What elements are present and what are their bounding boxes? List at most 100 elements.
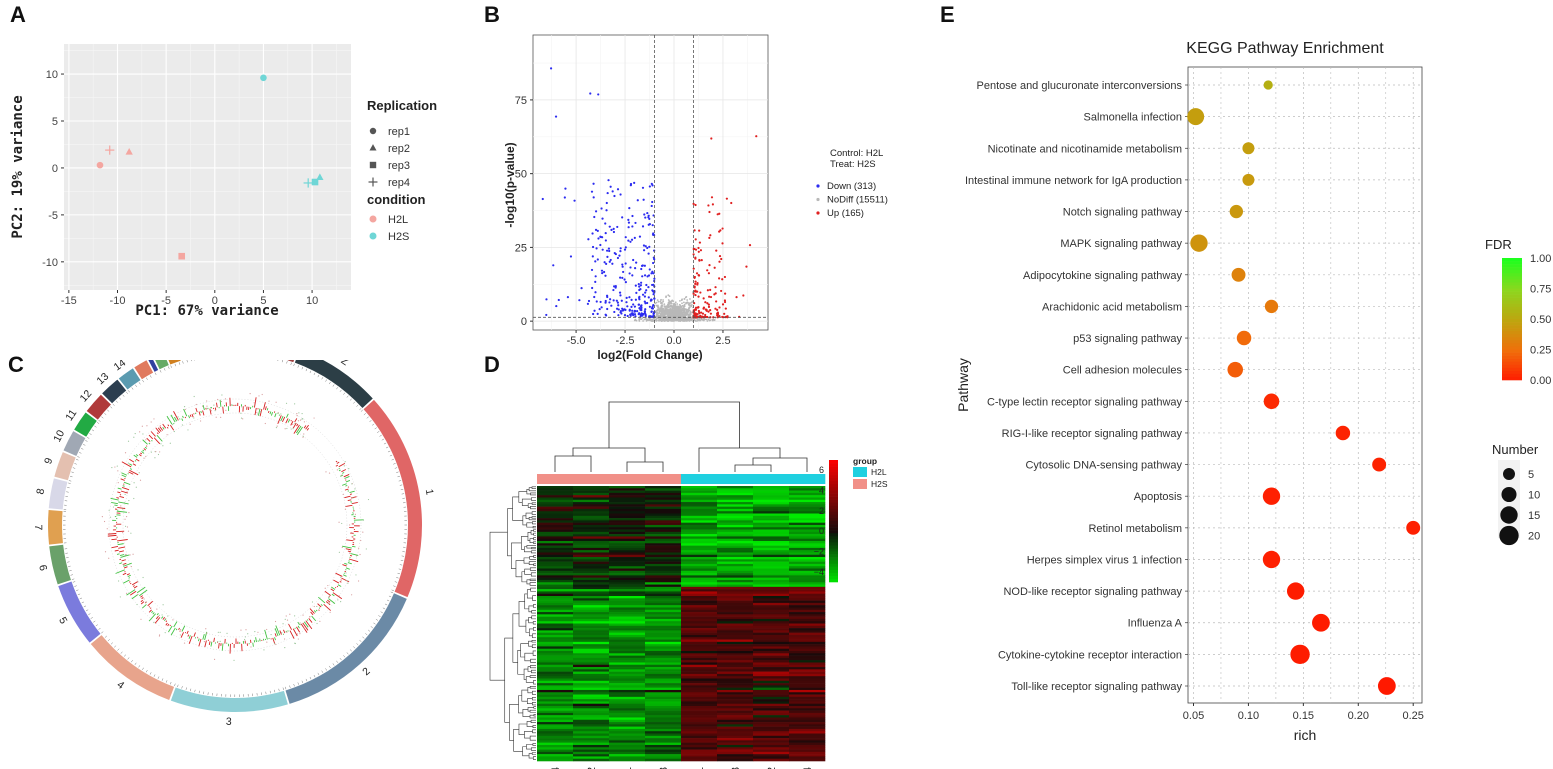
circos-chromosome-label: 6 [36, 564, 49, 572]
heatmap-cell [753, 630, 790, 633]
kegg-fdr-colorbar-step [1502, 343, 1522, 347]
volcano-point-down [603, 261, 606, 264]
heatmap-cell [681, 541, 718, 544]
volcano-point-down [647, 252, 650, 255]
heatmap-cell [537, 579, 574, 583]
circos-tick [317, 672, 320, 676]
heatmap-cell [645, 744, 682, 748]
heatmap-cell [609, 502, 646, 505]
kegg-point [1242, 173, 1255, 186]
circos-dot [150, 451, 152, 453]
dendrogram-branch [531, 752, 536, 755]
volcano-control-label: Control: H2L [830, 148, 883, 159]
circos-dot [296, 412, 298, 415]
heatmap-cell [717, 518, 754, 521]
volcano-point-nodiff [686, 312, 689, 315]
circos-bar [180, 632, 184, 638]
circos-bar [274, 628, 279, 637]
heatmap-cell [609, 515, 646, 519]
volcano-point-down [616, 256, 620, 260]
heatmap-cell [537, 508, 574, 512]
circos-tick [346, 395, 349, 398]
heatmap-cell [537, 612, 574, 615]
volcano-point-up [696, 306, 700, 309]
circos-bar [114, 504, 118, 507]
heatmap-colorbar-step [829, 545, 838, 549]
heatmap-cell [573, 518, 610, 521]
heatmap-cell [789, 486, 826, 489]
kegg-pathway-label: Cytosolic DNA-sensing pathway [1025, 460, 1182, 472]
volcano-point-nodiff [660, 320, 663, 322]
heatmap-cell [789, 566, 826, 569]
kegg-x-axis-label: rich [1294, 727, 1317, 743]
heatmap-cell [681, 547, 718, 551]
circos-tick [325, 379, 327, 382]
volcano-point-down [633, 305, 637, 308]
volcano-point-down [605, 201, 608, 205]
volcano-point-up [698, 229, 701, 232]
heatmap-cell [681, 573, 718, 576]
circos-bar [334, 586, 337, 589]
heatmap-cell [681, 646, 718, 650]
volcano-point-down [590, 268, 594, 272]
circos-bar [157, 427, 162, 432]
dendrogram-branch [532, 621, 536, 625]
circos-dot [169, 442, 171, 444]
circos-tick [356, 643, 359, 646]
volcano-point-up [698, 241, 702, 244]
volcano-point-nodiff [657, 300, 660, 303]
volcano-point-down [604, 222, 607, 225]
dendrogram-branch [531, 486, 536, 489]
heatmap-cell [717, 495, 754, 498]
heatmap-cell [609, 602, 646, 606]
heatmap-cell [573, 561, 610, 565]
heatmap-cell [753, 561, 790, 565]
circos-dot [257, 631, 259, 633]
volcano-point-up [720, 257, 723, 261]
heatmap-cell [537, 676, 574, 679]
heatmap-cell [537, 568, 574, 572]
heatmap-cell [573, 680, 610, 684]
heatmap-cell [573, 692, 610, 695]
volcano-point-down [630, 305, 633, 309]
volcano-point-nodiff [675, 313, 678, 316]
kegg-fdr-colorbar-step [1502, 358, 1522, 362]
circos-tick [356, 404, 359, 407]
circos-tick [76, 459, 79, 461]
heatmap-cell [645, 499, 682, 503]
circos-bar [296, 426, 303, 436]
dendrogram-branch [509, 703, 519, 741]
heatmap-colorbar-step [829, 475, 838, 479]
circos-tick [83, 444, 86, 446]
heatmap-colorbar-step [829, 508, 838, 513]
circos-dot [340, 601, 342, 603]
heatmap-cell [645, 559, 682, 562]
circos-dot [253, 402, 255, 404]
heatmap-cell [789, 671, 826, 675]
heatmap-cell [573, 547, 610, 551]
circos-bar [117, 487, 122, 490]
circos-tick [117, 648, 120, 651]
volcano-y-tick-label: 25 [515, 242, 527, 254]
circos-bar [181, 418, 184, 421]
volcano-point-nodiff [703, 318, 706, 321]
volcano-point-up [697, 295, 700, 298]
heatmap-cell [789, 628, 826, 631]
circos-tick [382, 607, 386, 610]
heatmap-cell [681, 579, 718, 583]
circos-tick [313, 372, 316, 376]
heatmap-cell [573, 529, 610, 533]
heatmap-cell [681, 596, 718, 599]
circos-dot [355, 574, 357, 576]
heatmap-cell [717, 543, 754, 546]
volcano-point-up [694, 256, 697, 259]
circos-bar [282, 416, 286, 423]
volcano-point-down [628, 207, 631, 210]
circos-bar [189, 414, 192, 417]
heatmap-cell [681, 676, 718, 679]
heatmap-cell [717, 609, 754, 613]
circos-dot [301, 412, 303, 415]
heatmap-colorbar-step [829, 578, 838, 583]
kegg-fdr-tick-label: 1.00 [1530, 253, 1551, 265]
circos-tick [385, 446, 389, 449]
